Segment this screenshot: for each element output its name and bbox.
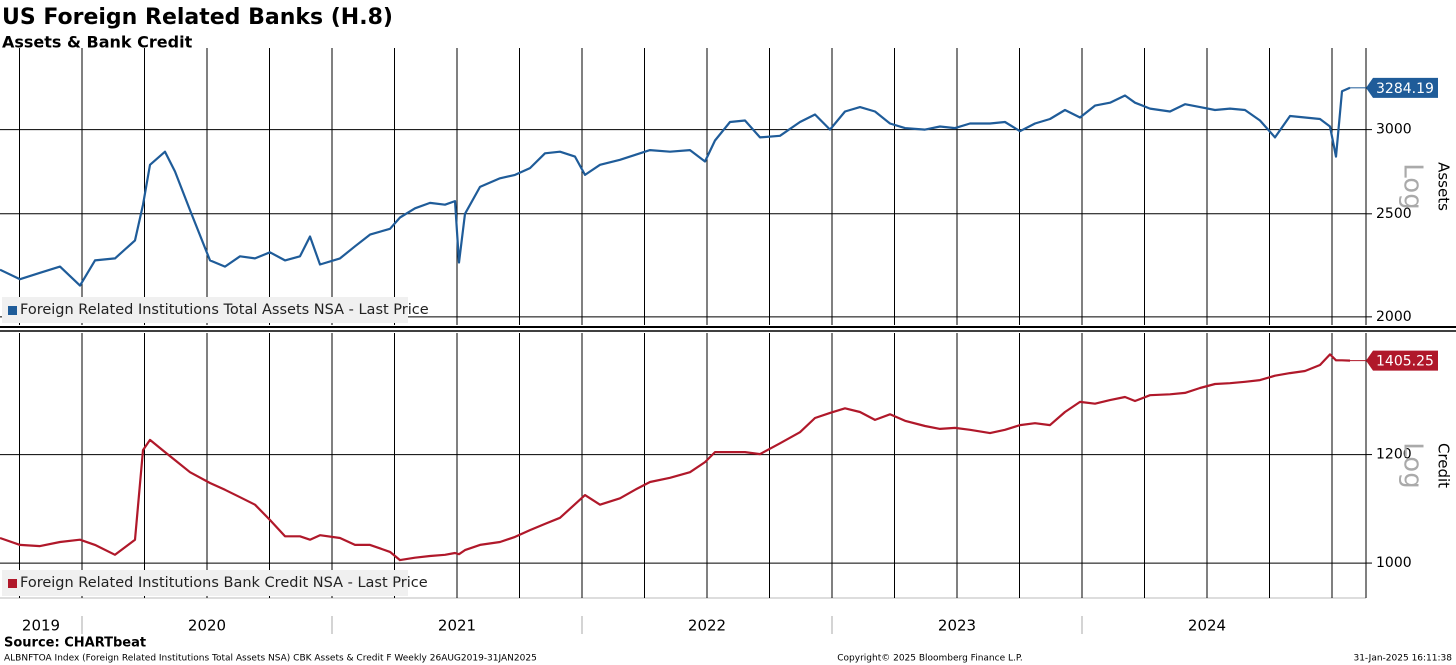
scale-label: Log xyxy=(1398,442,1428,488)
y-tick-label: 3000 xyxy=(1376,122,1412,138)
x-tick-label: 2020 xyxy=(188,617,226,635)
footer-timestamp: 31-Jan-2025 16:11:38 xyxy=(1353,654,1452,664)
legend-swatch xyxy=(8,579,17,588)
chart-title: US Foreign Related Banks (H.8) xyxy=(2,5,393,30)
x-tick-label: 2021 xyxy=(438,617,476,635)
legend-box xyxy=(2,297,408,323)
legend-label: Foreign Related Institutions Bank Credit… xyxy=(20,575,428,591)
last-price-label: 3284.19 xyxy=(1376,81,1434,97)
chart-subtitle: Assets & Bank Credit xyxy=(2,33,193,52)
scale-label: Log xyxy=(1398,163,1428,209)
footer-copyright: Copyright© 2025 Bloomberg Finance L.P. xyxy=(837,654,1022,664)
footer-description: ALBNFTOA Index (Foreign Related Institut… xyxy=(4,654,537,664)
y-tick-label: 1200 xyxy=(1376,447,1412,463)
source: Source: CHARTbeat xyxy=(4,636,146,651)
data-line xyxy=(0,353,1351,562)
x-tick-label: 2023 xyxy=(938,617,976,635)
legend-swatch xyxy=(8,306,17,315)
legend-box xyxy=(2,570,408,596)
x-tick-label: 2024 xyxy=(1188,617,1226,635)
data-line xyxy=(0,86,1351,287)
y-tick-label: 2000 xyxy=(1376,309,1412,325)
last-price-label: 1405.25 xyxy=(1376,354,1434,370)
x-tick-label: 2019 xyxy=(22,617,60,635)
last-price-tag xyxy=(1366,350,1438,371)
x-tick-label: 2022 xyxy=(688,617,726,635)
legend-label: Foreign Related Institutions Total Asset… xyxy=(20,302,429,318)
y-tick-label: 1000 xyxy=(1376,555,1412,571)
y-tick-label: 2500 xyxy=(1376,206,1412,222)
last-price-tag xyxy=(1366,77,1438,98)
y-axis-label: Assets xyxy=(1435,162,1453,211)
y-axis-label: Credit xyxy=(1435,443,1453,488)
